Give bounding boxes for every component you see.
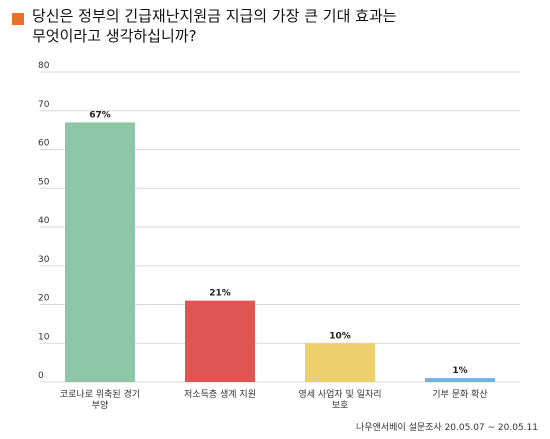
data-label-3: 10%	[329, 331, 351, 341]
title-line-1: 당신은 정부의 긴급재난지원금 지급의 가장 큰 기대 효과는	[32, 7, 397, 25]
y-tick-label-50: 50	[38, 177, 50, 187]
bar-1	[65, 122, 135, 382]
x-tick-label-1: 코로나로 위축된 경기	[60, 388, 140, 400]
data-label-1: 67%	[89, 110, 111, 120]
x-tick-label-3-line-2: 보호	[332, 400, 349, 411]
y-tick-label-40: 40	[38, 216, 50, 226]
x-tick-label-1-line-2: 부양	[92, 400, 109, 411]
title-marker-square	[12, 13, 24, 25]
bar-2	[185, 300, 255, 382]
x-tick-label-3: 영세 사업자 및 일자리	[298, 388, 381, 400]
source-note: 나우앤서베이 설문조사 20.05.07 ~ 20.05.11	[356, 423, 538, 433]
data-label-4: 1%	[452, 366, 467, 376]
y-tick-label-70: 70	[38, 100, 50, 110]
y-tick-label-0: 0	[38, 371, 44, 381]
data-label-2: 21%	[209, 289, 231, 299]
bar-3	[305, 343, 375, 382]
y-tick-label-60: 60	[38, 139, 50, 149]
y-tick-label-80: 80	[38, 61, 50, 71]
y-tick-label-20: 20	[38, 294, 50, 304]
x-tick-label-2: 저소득층 생계 지원	[184, 388, 256, 400]
bar-4	[425, 378, 495, 382]
x-tick-label-4: 기부 문화 확산	[432, 388, 487, 400]
y-tick-label-30: 30	[38, 255, 50, 265]
y-tick-label-10: 10	[38, 332, 50, 342]
title-line-2: 무엇이라고 생각하십니까?	[32, 27, 197, 45]
